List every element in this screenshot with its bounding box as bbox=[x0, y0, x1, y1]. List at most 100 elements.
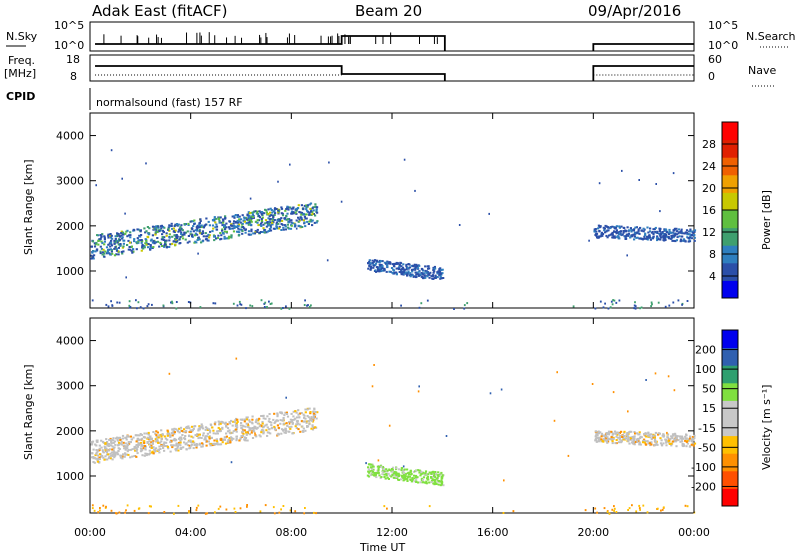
scatter-cell bbox=[378, 474, 381, 477]
scatter-cell bbox=[650, 438, 653, 441]
scatter-cell bbox=[674, 434, 677, 437]
ground-cell bbox=[303, 512, 306, 515]
scatter-cell bbox=[304, 411, 307, 414]
scatter-cell bbox=[248, 427, 251, 429]
scatter-cell bbox=[275, 208, 278, 210]
scatter-cell bbox=[174, 229, 177, 232]
scatter-cell bbox=[220, 234, 223, 237]
x-tick-label: 16:00 bbox=[477, 526, 509, 539]
scatter-cell bbox=[206, 239, 209, 242]
scatter-cell bbox=[302, 212, 305, 215]
scatter-cell bbox=[300, 412, 303, 414]
scatter-cell bbox=[200, 224, 203, 227]
scatter-cell bbox=[150, 451, 153, 454]
scatter-cell bbox=[239, 221, 242, 224]
scatter-cell bbox=[132, 436, 135, 439]
scatter-cell bbox=[127, 443, 130, 446]
scatter-cell bbox=[140, 443, 143, 446]
scatter-cell bbox=[178, 436, 181, 439]
scatter-cell bbox=[367, 463, 371, 466]
scatter-cell bbox=[682, 239, 685, 242]
scatter-cell bbox=[677, 232, 680, 235]
scatter-cell bbox=[107, 243, 110, 246]
scatter-cell bbox=[638, 232, 641, 235]
ground-cell bbox=[651, 303, 653, 306]
scatter-cell bbox=[198, 428, 201, 431]
scatter-cell bbox=[224, 217, 227, 219]
scatter-cell bbox=[601, 440, 604, 442]
scatter-cell bbox=[127, 234, 131, 237]
outlier-cell bbox=[230, 461, 233, 464]
scatter-cell bbox=[410, 268, 414, 271]
scatter-cell bbox=[143, 227, 146, 230]
scatter-cell bbox=[675, 437, 678, 439]
scatter-cell bbox=[417, 274, 420, 277]
scatter-cell bbox=[369, 474, 372, 477]
scatter-cell bbox=[168, 434, 171, 437]
scatter-cell bbox=[407, 263, 410, 265]
ground-cell bbox=[135, 299, 137, 302]
velocity-colorbar-label: Velocity [m s⁻¹] bbox=[760, 385, 773, 470]
scatter-cell bbox=[619, 230, 622, 233]
scatter-cell bbox=[439, 277, 442, 280]
ground-cell bbox=[126, 504, 129, 507]
scatter-cell bbox=[194, 229, 197, 232]
scatter-cell bbox=[234, 221, 237, 224]
ground-cell bbox=[386, 507, 388, 510]
scatter-cell bbox=[617, 441, 621, 444]
ground-cell bbox=[111, 304, 114, 307]
ground-cell bbox=[618, 299, 621, 302]
scatter-cell bbox=[673, 239, 676, 242]
scatter-cell bbox=[225, 435, 228, 438]
scatter-cell bbox=[665, 231, 668, 233]
ground-cell bbox=[282, 505, 285, 507]
scatter-cell bbox=[608, 234, 611, 237]
scatter-cell bbox=[434, 471, 437, 473]
scatter-cell bbox=[179, 426, 183, 429]
scatter-cell bbox=[92, 250, 95, 253]
scatter-cell bbox=[151, 234, 154, 237]
scatter-cell bbox=[373, 260, 376, 263]
y-tick-label: 4000 bbox=[56, 335, 84, 348]
scatter-cell bbox=[693, 229, 697, 232]
scatter-cell bbox=[273, 219, 276, 221]
scatter-cell bbox=[295, 420, 299, 423]
ground-cell bbox=[610, 300, 613, 303]
scatter-cell bbox=[271, 211, 274, 214]
scatter-cell bbox=[165, 232, 168, 235]
scatter-cell bbox=[662, 232, 665, 235]
scatter-cell bbox=[598, 230, 601, 233]
scatter-cell bbox=[618, 237, 621, 240]
scatter-cell bbox=[670, 435, 673, 438]
scatter-cell bbox=[430, 481, 433, 484]
scatter-cell bbox=[222, 219, 225, 222]
scatter-cell bbox=[139, 450, 143, 453]
scatter-cell bbox=[172, 429, 175, 432]
ground-cell bbox=[249, 304, 252, 307]
scatter-cell bbox=[291, 420, 294, 423]
scatter-cell bbox=[256, 228, 259, 231]
scatter-cell bbox=[184, 443, 187, 446]
scatter-cell bbox=[229, 436, 233, 439]
scatter-cell bbox=[405, 273, 408, 276]
outlier-cell bbox=[328, 161, 330, 164]
scatter-cell bbox=[217, 429, 220, 432]
scatter-cell bbox=[306, 415, 309, 417]
scatter-cell bbox=[415, 480, 418, 483]
scatter-cell bbox=[124, 452, 127, 455]
scatter-cell bbox=[684, 435, 687, 438]
y-tick-label: 2000 bbox=[56, 425, 84, 438]
scatter-cell bbox=[111, 448, 114, 451]
ground-cell bbox=[138, 507, 141, 510]
ground-cell bbox=[219, 505, 222, 508]
scatter-cell bbox=[398, 468, 401, 471]
nsearch-label: N.Search bbox=[746, 30, 796, 43]
scatter-cell bbox=[391, 468, 394, 470]
scatter-cell bbox=[370, 267, 373, 270]
scatter-cell bbox=[110, 438, 113, 441]
scatter-cell bbox=[223, 237, 226, 240]
scatter-cell bbox=[665, 234, 668, 237]
outlier-cell bbox=[503, 479, 505, 482]
scatter-cell bbox=[693, 442, 697, 445]
ground-cell bbox=[650, 301, 653, 304]
